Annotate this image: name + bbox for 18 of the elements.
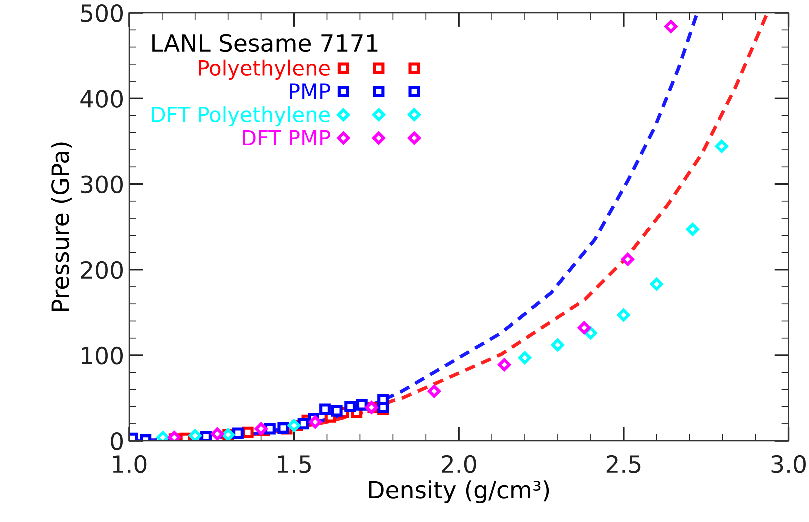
legend-title: LANL Sesame 7171	[152, 34, 378, 52]
y-tick-label: 100	[82, 346, 124, 365]
legend-label: PMP	[290, 84, 330, 99]
y-axis-title: Pressure (GPa)	[51, 142, 72, 312]
x-axis-title: Density (g/cm³)	[369, 480, 550, 504]
x-tick-label: 2.5	[606, 455, 641, 474]
legend-label: Polyethylene	[199, 60, 330, 80]
legend-label: DFT Polyethylene	[152, 106, 330, 127]
x-tick-label: 2.0	[442, 455, 476, 474]
x-tick-label: 3.0	[772, 455, 806, 474]
x-tick-label: 1.0	[113, 455, 147, 474]
legend-label: DFT PMP	[243, 130, 330, 146]
y-tick-label: 400	[80, 90, 124, 108]
y-tick-label: 0	[111, 432, 124, 450]
x-tick-label: 1.5	[278, 456, 311, 474]
y-tick-label: 500	[81, 4, 124, 22]
y-tick-label: 200	[81, 261, 124, 280]
y-tick-label: 300	[81, 176, 124, 194]
